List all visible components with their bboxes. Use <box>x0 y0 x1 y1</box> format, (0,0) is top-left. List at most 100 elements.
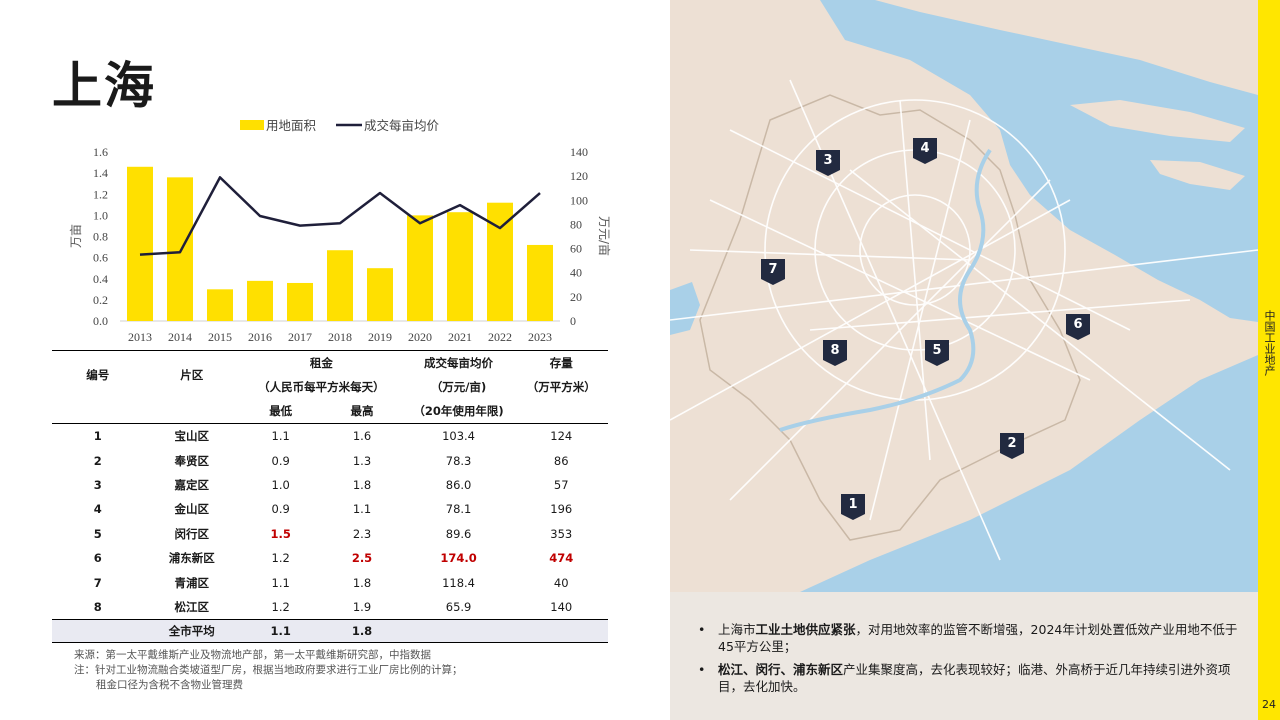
y-tick-label: 0.6 <box>93 251 108 265</box>
header-rent-min: 最低 <box>240 399 322 424</box>
summary-bullet: • 松江、闵行、浦东新区产业集聚度高，去化表现较好；临港、外高桥于近几年持续引进外… <box>698 662 1231 694</box>
cell-stock: 474 <box>549 551 574 566</box>
bar-land-area <box>447 212 473 321</box>
summary-list: • 上海市工业土地供应紧张，对用地效率的监管不断增强，2024年计划处置低效产业用… <box>698 621 1238 701</box>
map-marker-8[interactable]: 8 <box>823 340 847 366</box>
cell-stock: 196 <box>550 502 573 517</box>
summary-bullet: • 上海市工业土地供应紧张，对用地效率的监管不断增强，2024年计划处置低效产业用… <box>698 622 1238 654</box>
map-marker-2[interactable]: 2 <box>1000 433 1024 459</box>
cell-stock: 140 <box>550 599 573 614</box>
header-district: 片区 <box>143 350 241 399</box>
map-marker-4[interactable]: 4 <box>913 138 937 164</box>
y-tick-label: 1.2 <box>93 187 108 201</box>
map-marker-3[interactable]: 3 <box>816 150 840 176</box>
cell-rent-min: 0.9 <box>271 502 290 517</box>
side-band: 中国工业地产 24 <box>1258 0 1280 720</box>
header-price-note: （20年使用年限) <box>402 399 515 424</box>
cell-rent-max: 1.3 <box>352 453 372 468</box>
y2-tick-label: 60 <box>570 242 582 256</box>
cell-rent-max: 1.8 <box>352 477 372 492</box>
y-tick-label: 1.4 <box>93 166 108 180</box>
y-tick-label: 1.6 <box>93 145 108 159</box>
y2-tick-label: 20 <box>570 290 582 304</box>
cell-id: 5 <box>93 526 102 541</box>
header-id: 编号 <box>52 350 144 399</box>
cell-price: 174.0 <box>440 551 477 566</box>
table-body: 1 宝山区 1.1 1.6 103.4 124 2 奉贤区 0.9 1.3 78… <box>52 424 608 644</box>
x-tick-label: 2013 <box>128 330 152 344</box>
y-tick-label: 0.2 <box>93 293 108 307</box>
cell-id: 3 <box>93 477 102 492</box>
header-stock: 存量 <box>514 350 608 375</box>
x-tick-label: 2017 <box>288 330 312 344</box>
huangpu-river <box>779 148 992 432</box>
cell-id: 4 <box>93 502 102 517</box>
table-row: 5 闵行区 1.5 2.3 89.6 353 <box>52 522 608 546</box>
cell-rent-max: 2.3 <box>352 526 372 541</box>
hangzhou-bay <box>800 355 1258 592</box>
land-price-chart: 0.0 0.2 0.4 0.6 0.8 1.0 1.2 1.4 1.6 0 20 40 60 80 100 1… <box>68 118 612 344</box>
cell-price: 86.0 <box>445 477 472 492</box>
page-title: 上海 <box>52 57 156 115</box>
cell-rent-max: 1.1 <box>352 502 372 517</box>
cell-stock: 353 <box>550 526 573 541</box>
district-table: 编号 片区 租金 成交每亩均价 存量 （人民币每平方米每天） （万元/亩) （万… <box>52 350 608 644</box>
changxing-island <box>1070 100 1245 142</box>
map-canvas <box>670 0 1258 592</box>
cell-district: 浦东新区 <box>168 551 215 566</box>
bar-land-area <box>207 289 233 321</box>
cell-id: 1 <box>93 429 102 444</box>
cell-rent-min: 1.0 <box>271 477 290 492</box>
cell-rent-max: 2.5 <box>351 551 373 566</box>
average-label: 全市平均 <box>143 619 241 644</box>
map-marker-1[interactable]: 1 <box>841 494 865 520</box>
header-price-unit: （万元/亩) <box>430 380 487 394</box>
cell-district: 松江区 <box>174 599 210 614</box>
map-marker-7[interactable]: 7 <box>761 259 785 285</box>
cell-rent-max: 1.8 <box>352 575 372 590</box>
cell-id: 8 <box>93 599 102 614</box>
cell-rent-min: 1.5 <box>270 526 291 541</box>
average-rent-max: 1.8 <box>321 619 403 644</box>
bar-land-area <box>167 177 193 321</box>
cell-district: 金山区 <box>174 502 210 517</box>
side-label: 中国工业地产 <box>1263 310 1276 376</box>
cell-district: 奉贤区 <box>174 453 210 468</box>
table-row: 7 青浦区 1.1 1.8 118.4 40 <box>52 570 608 594</box>
table-row: 3 嘉定区 1.0 1.8 86.0 57 <box>52 473 608 497</box>
bullet-dot-icon: • <box>698 662 706 677</box>
cell-stock: 86 <box>553 453 569 468</box>
cell-rent-max: 1.6 <box>352 429 372 444</box>
map-marker-6[interactable]: 6 <box>1066 314 1090 340</box>
x-tick-label: 2019 <box>368 330 392 344</box>
cell-stock: 40 <box>553 575 569 590</box>
cell-price: 65.9 <box>445 599 472 614</box>
dianshan-lake <box>670 282 700 335</box>
y2-tick-label: 80 <box>570 217 582 231</box>
cell-district: 宝山区 <box>174 429 210 444</box>
header-rent-unit: （人民币每平方米每天） <box>258 380 385 394</box>
cell-district: 青浦区 <box>174 575 210 590</box>
cell-id: 2 <box>93 453 102 468</box>
x-tick-label: 2021 <box>448 330 472 344</box>
header-price: 成交每亩均价 <box>402 350 515 375</box>
average-rent-min: 1.1 <box>240 619 322 644</box>
x-tick-label: 2018 <box>328 330 352 344</box>
table-row: 6 浦东新区 1.2 2.5 174.0 474 <box>52 546 608 570</box>
header-rent-max: 最高 <box>321 399 403 424</box>
bullet-dot-icon: • <box>698 622 706 637</box>
bar-land-area <box>527 244 553 321</box>
footnote-2: 租金口径为含税不含物业管理费 <box>96 679 243 691</box>
x-tick-label: 2016 <box>248 330 272 344</box>
y2-tick-label: 0 <box>570 314 576 328</box>
map-marker-5[interactable]: 5 <box>925 340 949 366</box>
cell-district: 闵行区 <box>174 526 210 541</box>
y-tick-label: 0.4 <box>93 272 108 286</box>
cell-price: 103.4 <box>442 429 476 444</box>
footnote-1: 注：针对工业物流融合类坡道型厂房，根据当地政府要求进行工业厂房比例的计算； <box>74 664 463 676</box>
bar-land-area <box>247 280 273 321</box>
cell-stock: 57 <box>553 477 569 492</box>
x-tick-label: 2020 <box>408 330 432 344</box>
x-tick-label: 2023 <box>528 330 552 344</box>
table-row: 8 松江区 1.2 1.9 65.9 140 <box>52 595 608 620</box>
